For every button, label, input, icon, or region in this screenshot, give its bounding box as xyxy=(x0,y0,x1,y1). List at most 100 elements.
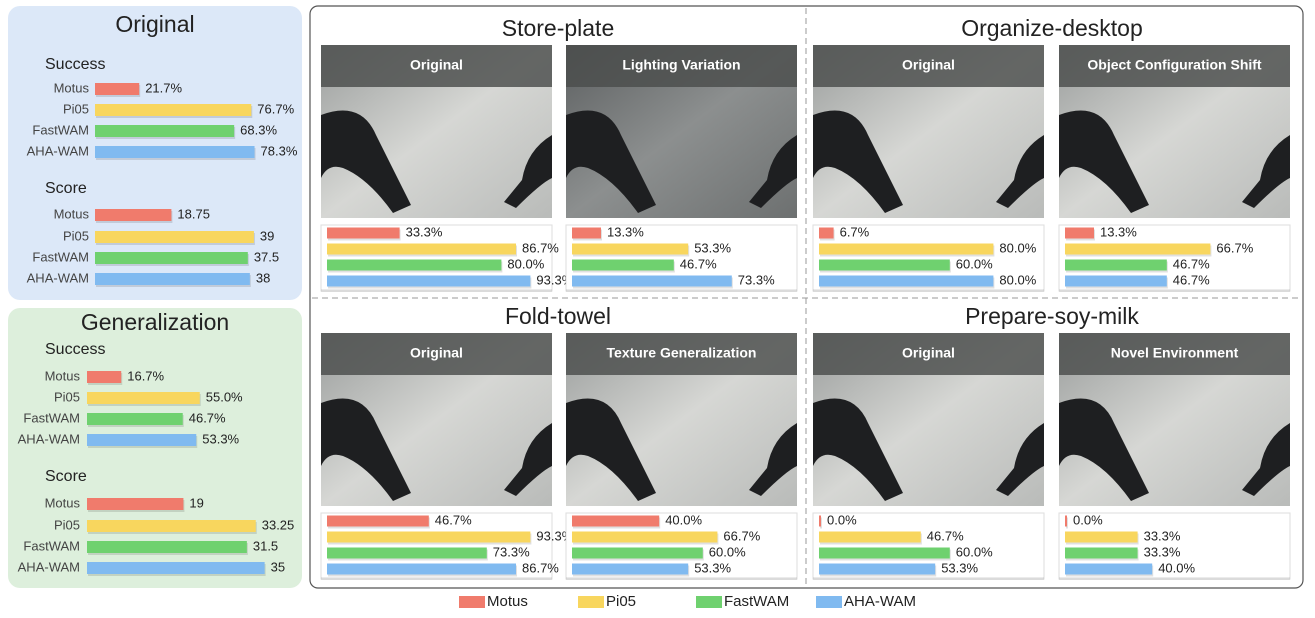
bar xyxy=(327,243,517,255)
robot-arm xyxy=(1059,398,1149,501)
robot-arm xyxy=(749,423,797,496)
robot-arm xyxy=(1059,110,1149,213)
value-label: 78.3% xyxy=(261,143,298,158)
category-label: FastWAM xyxy=(23,538,80,553)
bar xyxy=(87,562,265,574)
bar xyxy=(572,515,660,527)
category-label: AHA-WAM xyxy=(27,143,89,158)
value-label: 18.75 xyxy=(177,206,210,221)
value-label: 40.0% xyxy=(1158,560,1195,575)
value-label: 37.5 xyxy=(254,249,279,264)
bar-box-shadow xyxy=(1059,289,1290,292)
bar xyxy=(819,515,821,527)
bar xyxy=(87,413,183,425)
bar xyxy=(87,520,256,532)
bar xyxy=(1065,259,1167,271)
legend-swatch xyxy=(816,596,842,608)
value-label: 16.7% xyxy=(127,368,164,383)
bar xyxy=(327,531,531,543)
condition-title: Texture Generalization xyxy=(607,345,757,361)
value-label: 53.3% xyxy=(694,240,731,255)
bar xyxy=(95,273,250,285)
task-title: Prepare-soy-milk xyxy=(965,303,1139,329)
value-label: 93.3% xyxy=(536,272,573,287)
robot-arm xyxy=(996,423,1044,496)
bar xyxy=(327,275,531,287)
bar xyxy=(1065,531,1138,543)
panel-title: Original xyxy=(115,11,194,37)
bar xyxy=(572,531,718,543)
bar xyxy=(87,434,197,446)
bar xyxy=(87,498,184,510)
bar xyxy=(327,515,429,527)
category-label: FastWAM xyxy=(23,410,80,425)
bar xyxy=(819,227,834,239)
section-title: Score xyxy=(45,468,87,485)
task-title: Store-plate xyxy=(502,15,615,41)
value-label: 76.7% xyxy=(257,101,294,116)
value-label: 46.7% xyxy=(1173,256,1210,271)
category-label: AHA-WAM xyxy=(18,431,80,446)
photo-header xyxy=(321,333,552,375)
legend-swatch xyxy=(578,596,604,608)
section-title: Success xyxy=(45,56,105,73)
robot-arm xyxy=(813,110,903,213)
condition-title: Original xyxy=(902,345,955,361)
category-label: Motus xyxy=(45,368,81,383)
bar xyxy=(819,243,994,255)
condition-title: Novel Environment xyxy=(1111,345,1239,361)
value-label: 21.7% xyxy=(145,80,182,95)
value-label: 33.3% xyxy=(1144,544,1181,559)
value-label: 93.3% xyxy=(536,528,573,543)
value-label: 46.7% xyxy=(435,512,472,527)
bar xyxy=(572,227,601,239)
bar xyxy=(327,547,487,559)
bar-box-shadow xyxy=(566,289,797,292)
bar xyxy=(572,243,689,255)
bar xyxy=(819,531,921,543)
value-label: 13.3% xyxy=(1100,224,1137,239)
category-label: AHA-WAM xyxy=(27,270,89,285)
value-label: 38 xyxy=(256,270,270,285)
condition-title: Original xyxy=(410,345,463,361)
value-label: 13.3% xyxy=(607,224,644,239)
task-title: Fold-towel xyxy=(505,303,611,329)
legend-label: Motus xyxy=(487,593,528,610)
value-label: 6.7% xyxy=(840,224,870,239)
bar xyxy=(87,541,247,553)
value-label: 0.0% xyxy=(1073,512,1103,527)
robot-arm xyxy=(1242,423,1290,496)
bar xyxy=(1065,275,1167,287)
value-label: 53.3% xyxy=(941,560,978,575)
task-title: Organize-desktop xyxy=(961,15,1143,41)
bar-box-shadow xyxy=(321,577,552,580)
robot-arm xyxy=(504,135,552,208)
value-label: 35 xyxy=(271,559,285,574)
value-label: 31.5 xyxy=(253,538,278,553)
value-label: 60.0% xyxy=(709,544,746,559)
task-frame xyxy=(309,5,1304,589)
condition-title: Original xyxy=(410,57,463,73)
photo-header xyxy=(813,45,1044,87)
bar xyxy=(95,209,172,221)
legend-label: AHA-WAM xyxy=(844,593,916,610)
bar xyxy=(1065,563,1153,575)
generalization-panel xyxy=(8,308,302,588)
category-label: FastWAM xyxy=(32,249,89,264)
robot-arm xyxy=(813,398,903,501)
category-label: Motus xyxy=(45,495,81,510)
value-label: 80.0% xyxy=(999,272,1036,287)
bar xyxy=(572,275,732,287)
bar xyxy=(572,259,674,271)
category-label: Motus xyxy=(54,80,90,95)
bar xyxy=(819,547,950,559)
value-label: 66.7% xyxy=(1216,240,1253,255)
bar xyxy=(819,563,936,575)
value-label: 39 xyxy=(260,228,274,243)
panel-title: Generalization xyxy=(81,309,229,335)
robot-arm xyxy=(996,135,1044,208)
bar-box-shadow xyxy=(813,577,1044,580)
bar xyxy=(87,392,200,404)
category-label: Pi05 xyxy=(54,389,80,404)
